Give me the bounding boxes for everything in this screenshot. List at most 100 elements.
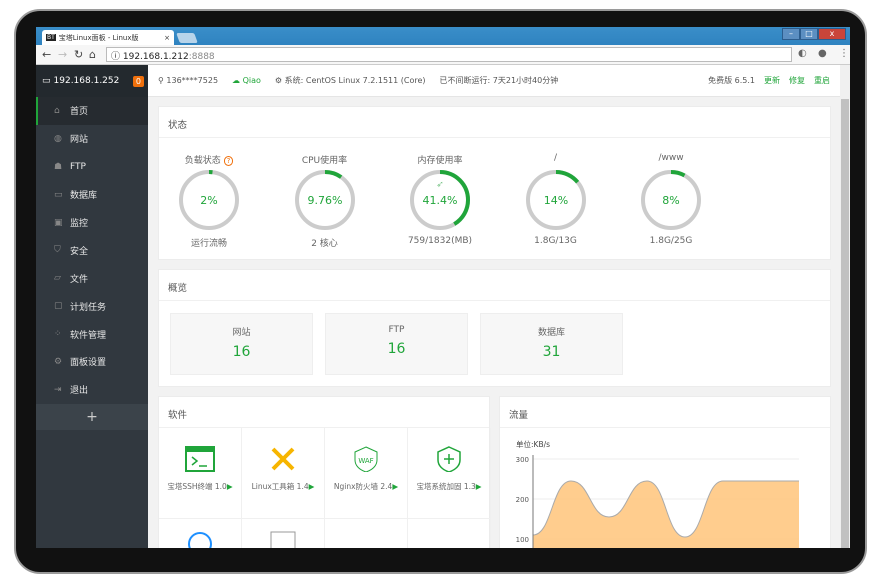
- sidebar-item[interactable]: ⌂ 首页: [36, 97, 148, 125]
- new-tab-button[interactable]: [176, 33, 198, 43]
- add-button[interactable]: +: [36, 403, 148, 430]
- terminal-icon: [185, 446, 215, 475]
- screen: BT 宝塔Linux面板 - Linux版 × – □ x ← → ↻ ⌂ ⓘ 192.…: [36, 27, 850, 548]
- overview-item[interactable]: 网站 16: [170, 313, 313, 375]
- gauge[interactable]: /www 8% 1.8G/25G: [626, 153, 716, 246]
- overview-value: 16: [387, 341, 406, 357]
- sidebar-item[interactable]: ⇥ 退出: [36, 376, 148, 404]
- sidebar-item[interactable]: ⁘ 软件管理: [36, 320, 148, 348]
- restart-link[interactable]: 重启: [814, 76, 830, 85]
- window-icon: [270, 531, 296, 548]
- gauge[interactable]: CPU使用率 9.76% 2 核心: [280, 153, 370, 249]
- user-icon: ☗: [54, 161, 63, 172]
- repair-link[interactable]: 修复: [789, 76, 805, 85]
- software-item[interactable]: [242, 519, 325, 548]
- host-label: 192.168.1.252: [53, 76, 120, 86]
- extension-icon-2[interactable]: ●: [818, 48, 827, 59]
- gauge-label: 内存使用率: [417, 156, 463, 166]
- notification-badge[interactable]: 0: [132, 75, 144, 87]
- software-item[interactable]: [159, 519, 242, 548]
- folder-icon: ▱: [54, 273, 61, 284]
- gauge-fill: [410, 170, 470, 230]
- sidebar-item[interactable]: ▱ 文件: [36, 264, 148, 292]
- shield-icon: ⛉: [54, 245, 61, 256]
- logout-icon: ⇥: [54, 384, 62, 395]
- rocket-icon: ➶: [436, 180, 444, 190]
- scrollbar[interactable]: [840, 65, 850, 548]
- sidebar-item-label: 软件管理: [70, 330, 107, 341]
- close-window-button[interactable]: x: [818, 28, 846, 40]
- sidebar-item[interactable]: ▢ 计划任务: [36, 292, 148, 320]
- sidebar-item-label: 数据库: [70, 191, 98, 202]
- version: 免费版 6.5.1: [708, 76, 755, 85]
- software-name: Linux工具箱 1.4: [251, 482, 309, 491]
- software-item[interactable]: Linux工具箱 1.4▶: [242, 428, 325, 519]
- gauge-fill: [294, 170, 355, 230]
- gauge-value: 41.4%: [423, 194, 458, 207]
- close-tab-icon[interactable]: ×: [164, 33, 170, 42]
- gauge-value: 2%: [200, 194, 217, 207]
- sidebar-item[interactable]: ⚙ 面板设置: [36, 348, 148, 376]
- sidebar-item-label: 退出: [70, 386, 89, 397]
- server-host: ▭ 192.168.1.252 0: [36, 65, 148, 97]
- help-icon[interactable]: ?: [223, 156, 234, 166]
- status-card: 状态 负载状态 ? 2% 运行流畅 CPU使用率 9.76% 2 核心 内存使用…: [158, 106, 831, 260]
- user-info[interactable]: ⚲ 136****7525: [158, 76, 219, 85]
- waf-shield-icon: WAF: [351, 446, 381, 475]
- maximize-button[interactable]: □: [800, 28, 818, 40]
- browser-tab[interactable]: BT 宝塔Linux面板 - Linux版 ×: [42, 30, 174, 45]
- software-item[interactable]: [408, 519, 491, 548]
- bt-logo-icon: BT: [46, 34, 56, 41]
- gauge-value: 8%: [662, 194, 679, 207]
- home-icon[interactable]: ⌂: [89, 48, 96, 61]
- software-item[interactable]: 宝塔SSH终端 1.0▶: [159, 428, 242, 519]
- sidebar-item[interactable]: ▣ 监控: [36, 209, 148, 237]
- wechat-info[interactable]: ☁ Qiao: [232, 76, 261, 85]
- sidebar-item-label: 计划任务: [70, 302, 107, 313]
- url-input[interactable]: ⓘ 192.168.1.212:8888: [106, 47, 792, 62]
- software-item[interactable]: WAF Nginx防火墙 2.4▶: [325, 428, 408, 519]
- globe-icon: ◍: [54, 133, 62, 144]
- software-item[interactable]: 宝塔系统加固 1.3▶: [408, 428, 491, 519]
- sidebar-item[interactable]: ⛉ 安全: [36, 236, 148, 264]
- extension-icon[interactable]: ◐: [798, 48, 807, 59]
- overview-label: FTP: [388, 325, 405, 335]
- sidebar-item-label: 监控: [70, 219, 89, 229]
- forward-icon[interactable]: →: [58, 48, 68, 61]
- software-name: 宝塔SSH终端 1.0: [167, 482, 227, 491]
- menu-icon[interactable]: ⋮: [839, 48, 849, 59]
- reload-icon[interactable]: ↻: [74, 48, 84, 61]
- sidebar-item-label: 安全: [70, 246, 89, 257]
- gauge[interactable]: 内存使用率 ➶ 41.4% 759/1832(MB): [395, 153, 485, 246]
- traffic-chart: 100 200 300: [516, 455, 799, 548]
- gauge-label: CPU使用率: [301, 156, 348, 166]
- gauge[interactable]: / 14% 1.8G/13G: [511, 153, 601, 246]
- overview-item[interactable]: FTP 16: [325, 313, 468, 375]
- update-link[interactable]: 更新: [764, 76, 780, 85]
- minimize-button[interactable]: –: [782, 28, 800, 40]
- unit-label: 单位:KB/s: [516, 440, 551, 449]
- status-title: 状态: [159, 107, 830, 138]
- sidebar-item[interactable]: ▭ 数据库: [36, 181, 148, 209]
- shield-plus-icon: [434, 446, 464, 475]
- sidebar-item[interactable]: ☗ FTP: [36, 153, 148, 181]
- y-tick-label: 300: [516, 456, 529, 464]
- gauge-label: /www: [658, 153, 684, 163]
- overview-value: 16: [232, 344, 251, 360]
- browser-tab-bar: BT 宝塔Linux面板 - Linux版 × – □ x: [36, 27, 850, 45]
- back-icon[interactable]: ←: [42, 48, 52, 61]
- sidebar-item[interactable]: ◍ 网站: [36, 125, 148, 153]
- radar-icon: [188, 532, 212, 548]
- y-tick-label: 200: [516, 496, 529, 504]
- overview-item[interactable]: 数据库 31: [480, 313, 623, 375]
- calendar-icon: ▢: [54, 301, 63, 312]
- software-item[interactable]: [325, 519, 408, 548]
- gauge-fill: [525, 170, 586, 230]
- software-name: Nginx防火墙 2.4: [333, 482, 393, 491]
- sidebar-item-label: 面板设置: [70, 358, 107, 369]
- apps-icon: ⁘: [54, 329, 62, 340]
- sidebar-item-label: 文件: [70, 274, 89, 285]
- gauge-label: /: [553, 153, 558, 163]
- traffic-title: 流量: [500, 397, 830, 428]
- gauge[interactable]: 负载状态 ? 2% 运行流畅: [164, 153, 254, 249]
